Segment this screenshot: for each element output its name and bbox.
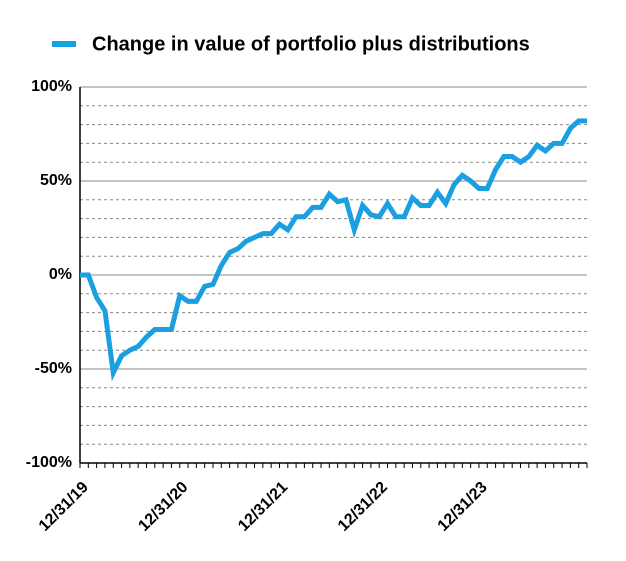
y-tick-label: 100% xyxy=(31,78,72,95)
data-line xyxy=(80,118,587,382)
legend-label: Change in value of portfolio plus distri… xyxy=(92,33,530,55)
y-tick-label: -100% xyxy=(26,454,72,471)
y-tick-label: 50% xyxy=(40,172,72,189)
x-tick-label: 12/31/21 xyxy=(235,479,291,535)
x-tick-label: 12/31/20 xyxy=(135,479,191,535)
y-tick-label: 0% xyxy=(49,266,72,283)
x-tick-label: 12/31/23 xyxy=(435,479,491,535)
x-tick-label: 12/31/22 xyxy=(335,479,391,535)
x-tick-label: 12/31/19 xyxy=(36,479,92,535)
y-tick-label: -50% xyxy=(35,360,72,377)
